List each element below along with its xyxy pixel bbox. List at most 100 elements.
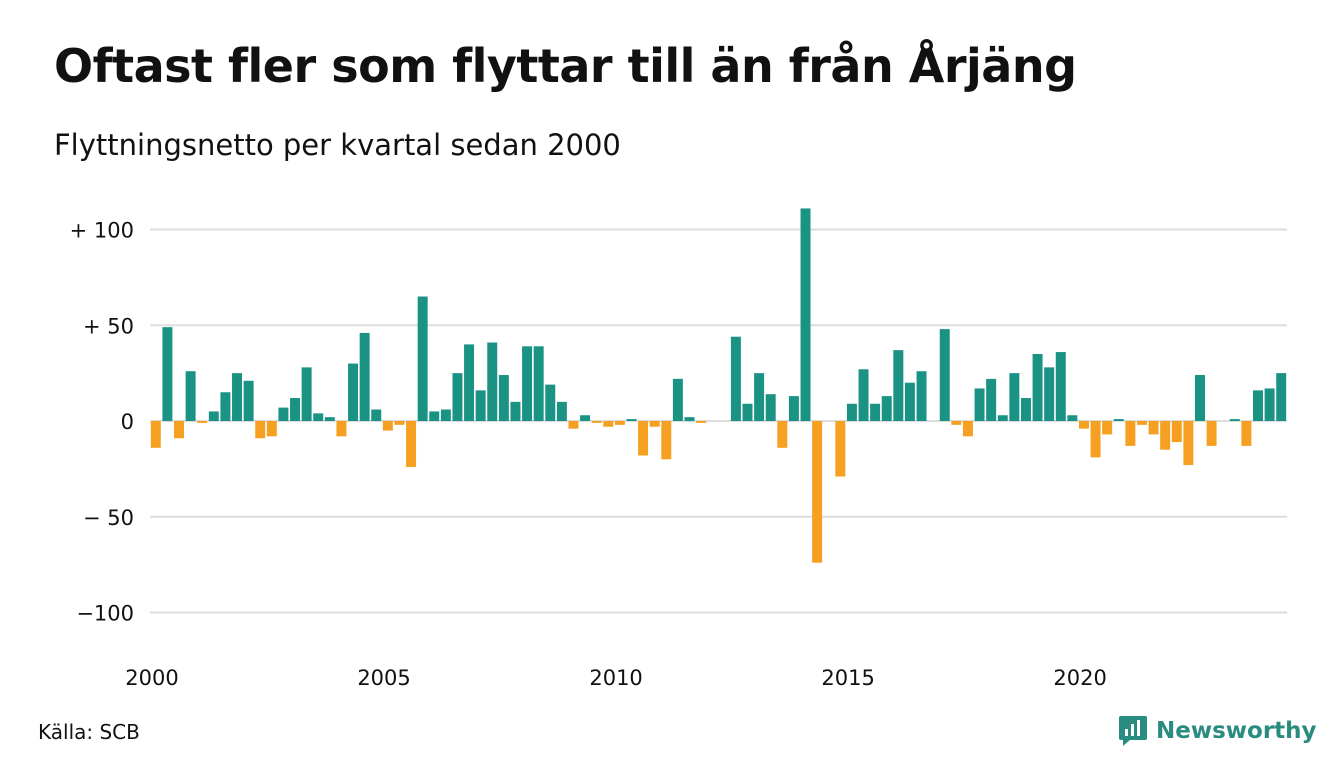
bar (313, 413, 324, 421)
bar (533, 346, 544, 421)
bar (417, 296, 428, 421)
bar (406, 421, 417, 467)
bar (951, 421, 962, 425)
bar (348, 363, 359, 421)
bar (324, 417, 335, 421)
y-tick-label: − 50 (83, 506, 134, 530)
bar (498, 375, 509, 421)
bar (336, 421, 347, 437)
bar (382, 421, 393, 431)
bar (1195, 375, 1205, 421)
bar (858, 369, 869, 421)
bar (742, 403, 753, 421)
bar (974, 388, 985, 421)
bar (1241, 421, 1252, 446)
bar (174, 421, 184, 439)
bar (475, 390, 486, 421)
bar (1229, 419, 1240, 421)
bar (197, 421, 208, 423)
bar (649, 421, 660, 427)
bar (1032, 353, 1043, 422)
bar (580, 415, 591, 421)
bar (359, 332, 370, 421)
bar (777, 421, 788, 448)
bar (278, 407, 289, 422)
bar (870, 403, 881, 421)
bar (220, 392, 231, 421)
bar (800, 208, 811, 421)
chart-subtitle: Flyttningsnetto per kvartal sedan 2000 (54, 128, 621, 162)
bar (1136, 421, 1147, 425)
y-tick-label: + 50 (83, 314, 134, 338)
bar (1171, 421, 1182, 443)
bar (208, 411, 219, 421)
source-note: Källa: SCB (38, 720, 140, 744)
bar (1160, 421, 1171, 450)
bar (1276, 373, 1287, 422)
bar (1183, 421, 1194, 466)
bar (846, 403, 857, 421)
newsworthy-logo-icon (1119, 716, 1147, 746)
bar (986, 378, 997, 421)
bar (1148, 421, 1159, 435)
y-tick-label: −100 (76, 602, 134, 626)
bar (626, 419, 637, 421)
bar (301, 367, 312, 421)
brand-name: Newsworthy (1156, 718, 1317, 744)
bar (812, 421, 823, 563)
bar (510, 401, 521, 421)
bar (730, 336, 741, 421)
bars (150, 208, 1287, 563)
bar (997, 415, 1008, 421)
bar (1020, 398, 1031, 421)
bar (487, 342, 498, 422)
bar (638, 421, 649, 456)
bar (255, 421, 266, 439)
bar (243, 380, 254, 421)
bar (672, 378, 683, 421)
y-axis-tick-labels: + 100 + 50 0 − 50 −100 (70, 219, 134, 626)
x-tick-label: 2020 (1053, 666, 1106, 690)
bar (429, 411, 440, 421)
bar (916, 371, 927, 421)
bar (568, 421, 579, 429)
bar (893, 350, 904, 421)
bar (556, 401, 567, 421)
bar (1253, 390, 1263, 421)
bar (765, 394, 776, 421)
bar (545, 384, 556, 421)
y-tick-label: 0 (121, 410, 134, 434)
bar (371, 409, 382, 421)
bar (1055, 352, 1066, 421)
x-axis-tick-labels: 2000 2005 2010 2015 2020 (125, 666, 1107, 690)
bar (788, 396, 799, 421)
bar (1113, 419, 1124, 421)
bar (290, 398, 301, 421)
bar (464, 344, 475, 421)
bar (1264, 388, 1275, 421)
x-tick-label: 2010 (589, 666, 642, 690)
y-tick-label: + 100 (70, 219, 134, 243)
x-tick-label: 2000 (125, 666, 178, 690)
bar (1044, 367, 1055, 421)
bar (661, 421, 672, 460)
bar (1090, 421, 1101, 458)
bar (185, 371, 196, 421)
chart-title: Oftast fler som flyttar till än från Årj… (54, 39, 1077, 93)
bar (1067, 415, 1078, 421)
bar (1009, 373, 1020, 422)
bar (1125, 421, 1136, 446)
bar (266, 421, 277, 437)
bar (939, 329, 950, 421)
bar (162, 327, 173, 421)
x-tick-label: 2005 (357, 666, 410, 690)
bar (754, 373, 765, 422)
bar (452, 373, 463, 422)
bar (835, 421, 846, 477)
bar (522, 346, 533, 421)
x-tick-label: 2015 (821, 666, 874, 690)
bar (962, 421, 973, 437)
bar (1206, 421, 1217, 446)
bar (684, 417, 695, 421)
